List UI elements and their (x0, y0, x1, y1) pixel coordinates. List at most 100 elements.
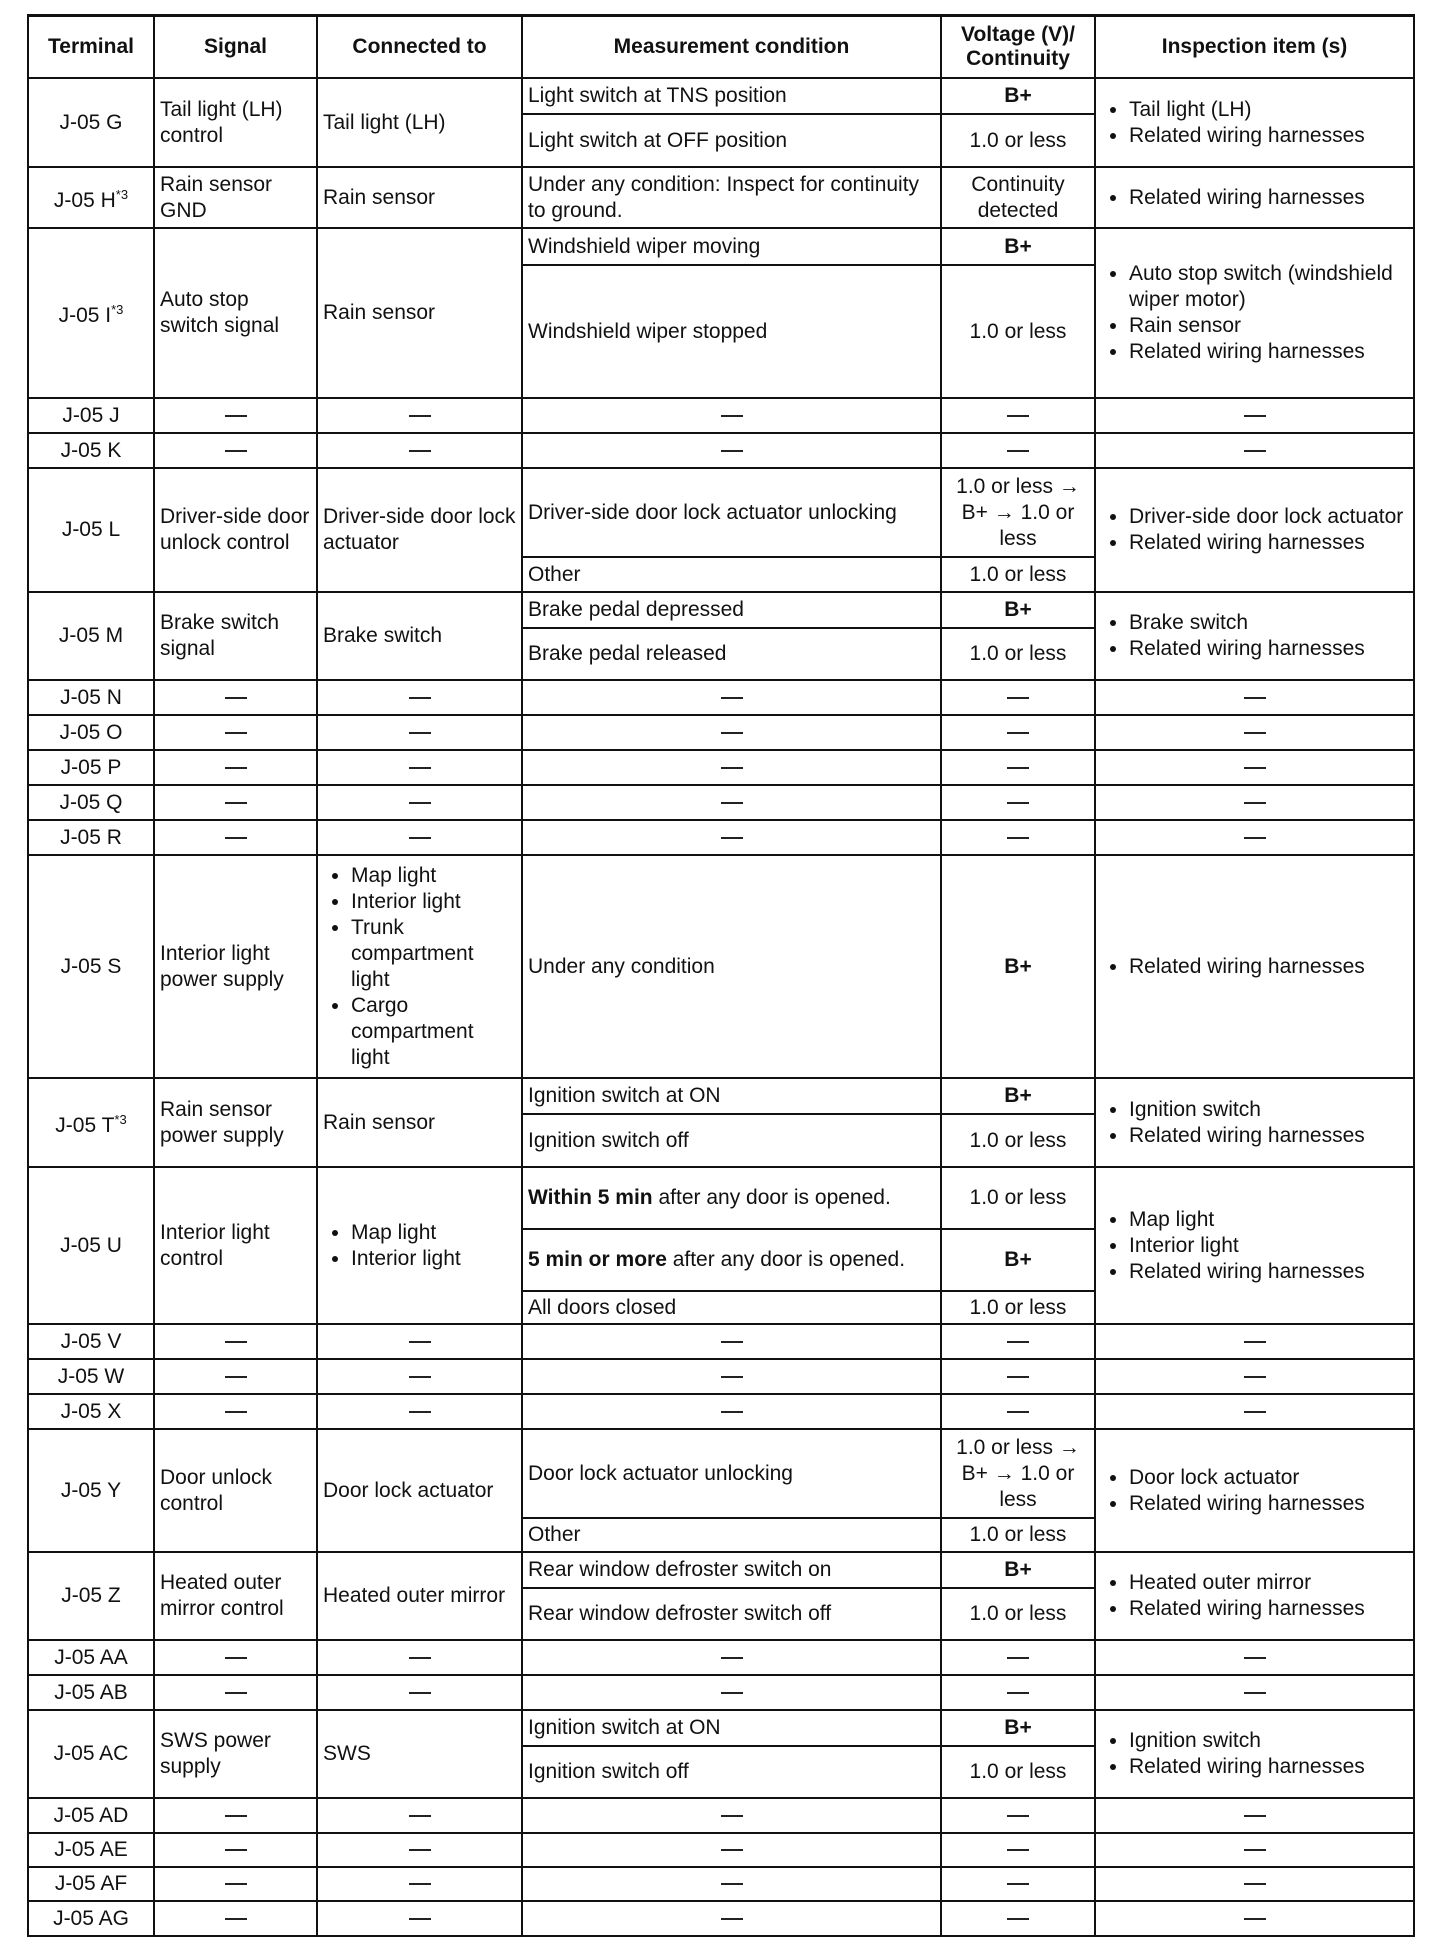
dash-mark (1243, 1375, 1266, 1378)
condition-text: Door lock actuator unlocking (528, 1461, 793, 1485)
terminal-cell: J-05 Y (27, 1428, 155, 1553)
connected-label: Driver-side door lock actuator (323, 505, 516, 554)
inspection-list: Door lock actuatorRelated wiring harness… (1101, 1465, 1408, 1517)
voltage-value-cell: B+ (940, 1228, 1096, 1292)
empty-cell (316, 1639, 523, 1676)
terminal-cell: J-05 R (27, 819, 155, 856)
dash-mark (1007, 1849, 1029, 1852)
empty-cell (316, 397, 523, 434)
table-row: J-05 M Brake switch signal Brake switch Bra… (27, 591, 1415, 681)
voltage-value-cell: 1.0 or less (940, 113, 1096, 168)
empty-cell (1094, 1797, 1415, 1834)
empty-cell (1094, 714, 1415, 751)
measurement-condition-cell: Under any condition: Inspect for continu… (521, 166, 942, 229)
empty-cell (940, 1866, 1096, 1902)
condition-text: Windshield wiper stopped (528, 319, 768, 343)
terminal-cell: J-05 AD (27, 1797, 155, 1834)
condition-text: Brake pedal depressed (528, 598, 744, 621)
dash-mark (1243, 1814, 1266, 1817)
dash-mark (408, 1849, 431, 1852)
empty-cell (940, 679, 1096, 716)
table-row: Windshield wiper stopped 1.0 or less (28, 264, 1414, 399)
inspection-list: Tail light (LH)Related wiring harnesses (1101, 97, 1408, 149)
connected-to-cell: Brake switch (316, 591, 523, 681)
inspection-items-cell: Ignition switchRelated wiring harnesses (1094, 1077, 1415, 1168)
dash-mark (224, 414, 247, 417)
table-row: J-05 V (27, 1323, 1415, 1360)
connected-to-cell: Door lock actuator (316, 1428, 523, 1553)
dash-mark (1007, 449, 1029, 452)
table-row: J-05 L Driver-side door unlock control Dri… (27, 467, 1415, 593)
dash-mark (1007, 801, 1029, 804)
inspection-item: Related wiring harnesses (1129, 123, 1408, 149)
empty-cell (1094, 432, 1415, 469)
terminal-label: J-05 X (60, 1399, 122, 1423)
inspection-items-cell: Driver-side door lock actuatorRelated wi… (1094, 467, 1415, 593)
dash-mark (1243, 731, 1266, 734)
inspection-item: Driver-side door lock actuator (1129, 504, 1408, 530)
dash-mark (408, 449, 431, 452)
voltage-value-cell: B+ (940, 1077, 1096, 1115)
inspection-item: Related wiring harnesses (1129, 1596, 1408, 1622)
inspection-items-cell: Auto stop switch (windshield wiper motor… (1094, 227, 1415, 399)
empty-cell (521, 1323, 942, 1360)
dash-mark (1007, 1656, 1029, 1659)
dash-mark (1243, 1917, 1266, 1920)
empty-cell (316, 1900, 523, 1937)
measurement-condition-cell: Ignition switch at ON (521, 1077, 942, 1115)
empty-cell (940, 1674, 1096, 1711)
empty-cell (1094, 397, 1415, 434)
empty-cell (940, 784, 1096, 821)
empty-cell (521, 679, 942, 716)
empty-cell (521, 1797, 942, 1834)
condition-text: Driver-side door lock actuator unlocking (528, 500, 897, 524)
dash-mark (408, 766, 431, 769)
dash-mark (720, 1814, 743, 1817)
empty-cell (316, 679, 523, 716)
terminal-cell: J-05 H*3 (27, 166, 155, 229)
footnote-mark: *3 (114, 1111, 127, 1127)
dash-mark (408, 1814, 431, 1817)
empty-cell (1094, 1866, 1415, 1902)
empty-cell (1094, 1358, 1415, 1395)
inspection-list: Auto stop switch (windshield wiper motor… (1101, 261, 1408, 365)
dash-mark (408, 1656, 431, 1659)
terminal-label: J-05 Y (60, 1478, 122, 1502)
connected-label: Tail light (LH) (323, 110, 446, 134)
terminal-label: J-05 AA (54, 1645, 128, 1669)
empty-cell (521, 749, 942, 786)
dash-mark (720, 414, 743, 417)
dash-mark (408, 1917, 431, 1920)
terminal-label: J-05 P (60, 755, 122, 779)
empty-cell (316, 1393, 523, 1430)
terminal-label: J-05 U (60, 1233, 122, 1257)
empty-cell (521, 1866, 942, 1902)
terminal-cell: J-05 J (27, 397, 155, 434)
dash-mark (224, 766, 247, 769)
footnote-mark: *3 (115, 186, 129, 202)
inspection-list: Ignition switchRelated wiring harnesses (1101, 1728, 1408, 1780)
dash-mark (224, 1849, 247, 1852)
terminal-cell: J-05 I*3 (27, 227, 155, 399)
condition-text: Ignition switch off (528, 1760, 689, 1783)
signal-cell: Rain sensor GND (153, 166, 318, 229)
connected-item: Interior light (351, 889, 516, 915)
inspection-items-cell: Door lock actuatorRelated wiring harness… (1094, 1428, 1415, 1553)
inspection-item: Rain sensor (1129, 313, 1408, 339)
terminal-cell: J-05 AB (27, 1674, 155, 1711)
measurement-condition-cell: 5 min or more after any door is opened. (521, 1228, 942, 1292)
measurement-condition-cell: Windshield wiper stopped (521, 264, 942, 399)
terminal-cell: J-05 AE (27, 1832, 155, 1868)
table-row: J-05 N (27, 679, 1415, 716)
inspection-item: Heated outer mirror (1129, 1570, 1408, 1596)
voltage-value-cell: B+ (940, 77, 1096, 115)
empty-cell (153, 749, 318, 786)
terminal-label: J-05 Q (59, 790, 123, 814)
table-row: J-05 O (27, 714, 1415, 751)
dash-mark (720, 449, 743, 452)
connected-label: Rain sensor (323, 301, 436, 324)
empty-cell (316, 714, 523, 751)
voltage-value-cell: 1.0 or less (940, 1517, 1096, 1553)
